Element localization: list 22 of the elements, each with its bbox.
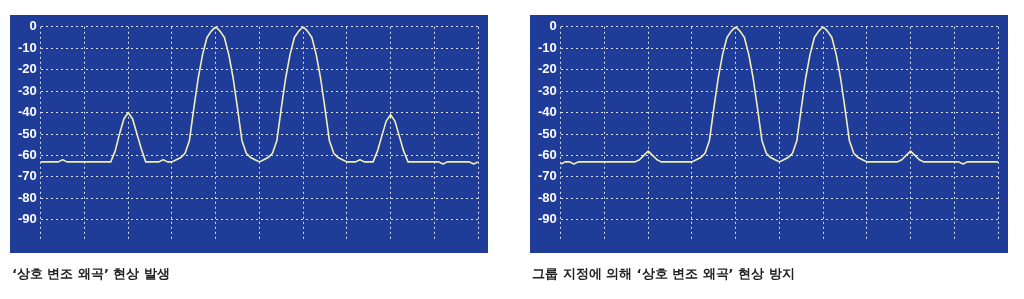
y-tick-label: -60 xyxy=(17,147,37,163)
y-tick-label: -80 xyxy=(17,189,37,205)
y-tick-label: -30 xyxy=(537,82,557,98)
y-tick-label: -40 xyxy=(17,104,37,120)
y-tick-label: -70 xyxy=(537,168,557,184)
y-tick-label: -60 xyxy=(537,147,557,163)
y-tick-label: -20 xyxy=(537,61,557,77)
y-tick-label: -90 xyxy=(17,211,37,227)
y-tick-label: -40 xyxy=(537,104,557,120)
y-tick-label: -20 xyxy=(17,61,37,77)
text: ‘상호 변조 왜곡’ 현상 발생 xyxy=(11,265,171,283)
y-tick-label: -80 xyxy=(537,189,557,205)
y-tick-label: 0 xyxy=(549,18,557,34)
y-tick-label: -10 xyxy=(17,39,37,55)
text: 그룹 지정에 의해 ‘상호 변조 왜곡’ 현상 방지 xyxy=(531,265,796,283)
y-tick-label: -10 xyxy=(537,39,557,55)
y-tick-label: -90 xyxy=(537,211,557,227)
y-tick-label: -50 xyxy=(537,125,557,141)
y-tick-label: -30 xyxy=(17,82,37,98)
y-tick-label: -70 xyxy=(17,168,37,184)
y-tick-label: -50 xyxy=(17,125,37,141)
y-tick-label: 0 xyxy=(29,18,37,34)
